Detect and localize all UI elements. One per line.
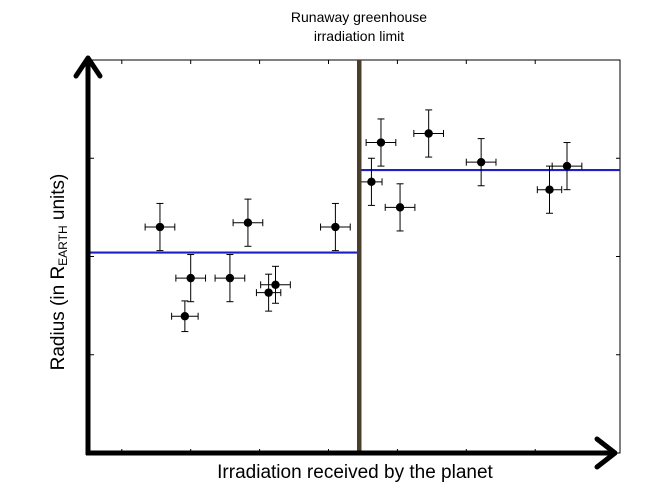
fit-lines (90, 168, 620, 254)
x-axis (86, 436, 618, 470)
data-points (144, 109, 583, 333)
x-axis-arrowhead (594, 436, 618, 470)
point-marker (331, 222, 340, 232)
point-marker (367, 177, 376, 187)
point-marker (155, 222, 165, 232)
data-point (255, 273, 282, 312)
y-axis (73, 55, 103, 455)
x-axis-label: Irradiation received by the planet (217, 462, 493, 483)
data-point (413, 109, 445, 158)
data-point (551, 142, 583, 191)
point-marker (180, 312, 190, 321)
point-marker (476, 157, 486, 167)
data-point (171, 300, 199, 333)
point-marker (225, 273, 235, 283)
point-marker (264, 288, 273, 297)
data-point (465, 138, 497, 187)
data-point (232, 198, 264, 247)
point-marker (562, 161, 572, 171)
y-axis-label-suffix: units) (48, 173, 69, 226)
data-point (144, 202, 176, 252)
point-marker (424, 129, 433, 138)
data-point (536, 165, 563, 214)
point-marker (376, 138, 386, 147)
y-axis-label-prefix: Radius (in R (48, 265, 69, 371)
point-marker (186, 273, 195, 283)
annotation-line-1: Runaway greenhouse (290, 9, 428, 25)
y-axis-arrowhead (73, 55, 103, 79)
greenhouse-limit-annotation: Runaway greenhouse irradiation limit (249, 8, 469, 46)
data-point (320, 202, 351, 252)
point-marker (243, 218, 253, 227)
data-point (384, 183, 416, 232)
data-point (214, 254, 246, 303)
data-point (365, 118, 397, 167)
data-point (360, 157, 383, 206)
point-marker (545, 185, 554, 194)
annotation-line-2: irradiation limit (313, 28, 405, 44)
point-marker (395, 203, 405, 212)
point-marker (271, 280, 280, 289)
axis-ticks (90, 59, 620, 453)
data-point (260, 265, 291, 304)
data-point (175, 254, 207, 303)
y-axis-label: Radius (in REARTH units) (48, 174, 70, 371)
y-axis-label-subscript: EARTH (56, 225, 70, 266)
plot-frame (89, 59, 621, 454)
